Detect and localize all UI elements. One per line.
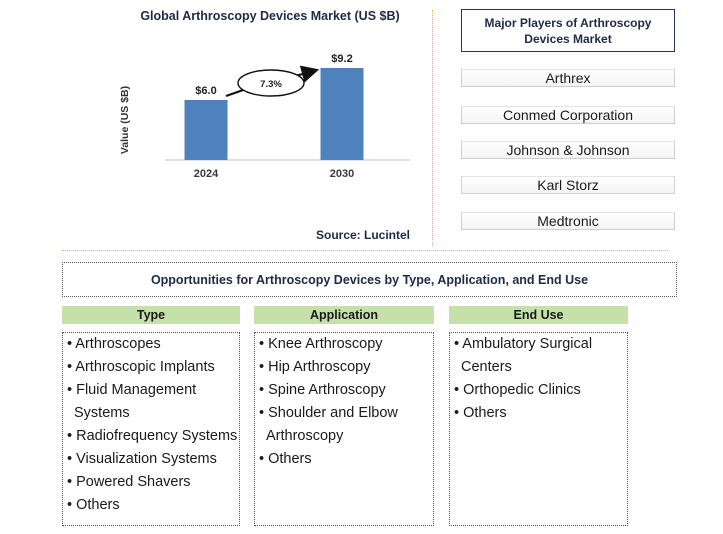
bar-2024 [184, 100, 228, 160]
x-tick-label-2024: 2024 [194, 168, 219, 180]
list-item: • Orthopedic Clinics [454, 382, 581, 398]
list-item: • Visualization Systems [67, 451, 217, 467]
list-item: • Radiofrequency Systems [67, 428, 238, 444]
list-item: Centers [461, 359, 512, 375]
list-item: • Others [454, 405, 507, 421]
bar-chart: Value (US $B) $6.0 2024 $9.2 2030 7.3% [119, 0, 410, 180]
bar-2030 [320, 68, 364, 160]
list-item: Arthroscopy [266, 428, 344, 444]
x-tick-label-2030: 2030 [330, 168, 354, 180]
application-header: Application [254, 306, 434, 324]
application-list: • Knee Arthroscopy • Hip Arthroscopy • S… [254, 332, 434, 526]
opportunities-title: Opportunities for Arthroscopy Devices by… [62, 262, 677, 297]
list-item: • Others [259, 451, 312, 467]
player-arthrex: Arthrex [461, 69, 675, 87]
list-item: • Arthroscopic Implants [67, 359, 215, 375]
list-item: • Knee Arthroscopy [259, 336, 383, 352]
list-item: • Spine Arthroscopy [259, 382, 386, 398]
chart-title: Global Arthroscopy Devices Market (US $B… [140, 9, 400, 23]
list-item: • Others [67, 497, 120, 513]
list-item: • Arthroscopes [67, 336, 161, 352]
cagr-bubble [237, 69, 305, 97]
list-item: • Hip Arthroscopy [259, 359, 371, 375]
list-item: • Fluid Management [67, 382, 197, 398]
horizontal-divider [62, 250, 668, 251]
vertical-divider [432, 10, 433, 246]
end-use-header: End Use [449, 306, 628, 324]
list-item: Systems [74, 405, 130, 421]
y-axis-label: Value (US $B) [119, 86, 131, 154]
end-use-list: • Ambulatory Surgical Centers • Orthoped… [449, 332, 628, 526]
type-header: Type [62, 306, 240, 324]
list-item: • Shoulder and Elbow [259, 405, 398, 421]
value-label-2030: $9.2 [331, 53, 352, 65]
value-label-2024: $6.0 [195, 85, 216, 97]
player-conmed: Conmed Corporation [461, 106, 675, 124]
list-item: • Powered Shavers [67, 474, 191, 490]
list-item: • Ambulatory Surgical [454, 336, 593, 352]
cagr-label: 7.3% [260, 79, 282, 90]
player-karl-storz: Karl Storz [461, 176, 675, 194]
player-johnson-johnson: Johnson & Johnson [461, 141, 675, 159]
type-list: • Arthroscopes • Arthroscopic Implants •… [62, 332, 240, 526]
source-label: Source: Lucintel [315, 228, 410, 242]
players-title: Major Players of Arthroscopy Devices Mar… [461, 9, 675, 52]
player-medtronic: Medtronic [461, 212, 675, 230]
